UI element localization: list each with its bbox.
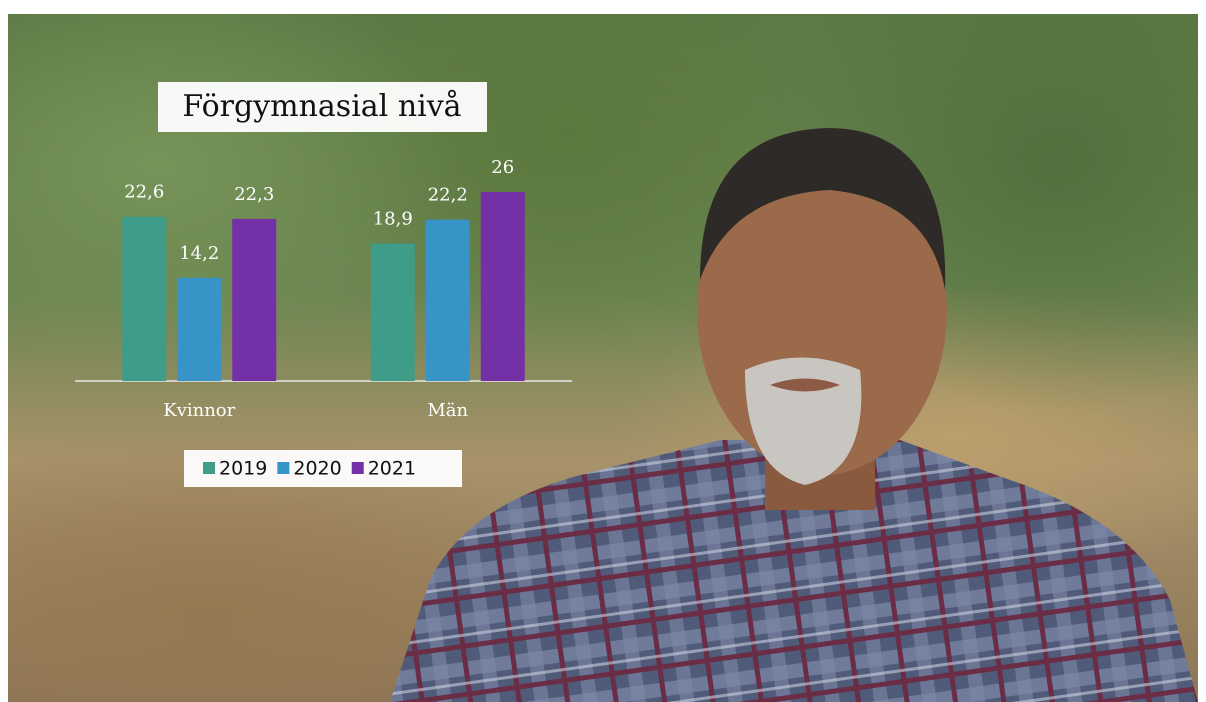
value-label: 22,2	[428, 185, 468, 206]
value-label: 22,6	[124, 182, 164, 203]
legend-label: 2021	[368, 458, 416, 480]
bar	[177, 278, 221, 381]
value-label: 18,9	[373, 209, 413, 230]
bar	[232, 219, 276, 381]
chart-title: Förgymnasial nivå	[182, 89, 461, 124]
bar	[481, 192, 525, 381]
bar	[371, 244, 415, 381]
value-label: 26	[491, 157, 514, 178]
legend-swatch	[277, 462, 289, 474]
slide: Förgymnasial nivå Kvinnor 22,6 14,2 22,3 Män…	[0, 0, 1206, 702]
x-tick-label: Män	[427, 400, 468, 421]
x-tick-label: Kvinnor	[163, 400, 235, 421]
legend-swatch	[352, 462, 364, 474]
chart: Förgymnasial nivå Kvinnor 22,6 14,2 22,3 Män…	[0, 0, 1206, 702]
bar	[426, 220, 470, 381]
legend-label: 2020	[293, 458, 341, 480]
value-label: 22,3	[234, 184, 274, 205]
legend-swatch	[203, 462, 215, 474]
value-label: 14,2	[179, 243, 219, 264]
bar	[122, 217, 166, 381]
legend-label: 2019	[219, 458, 267, 480]
